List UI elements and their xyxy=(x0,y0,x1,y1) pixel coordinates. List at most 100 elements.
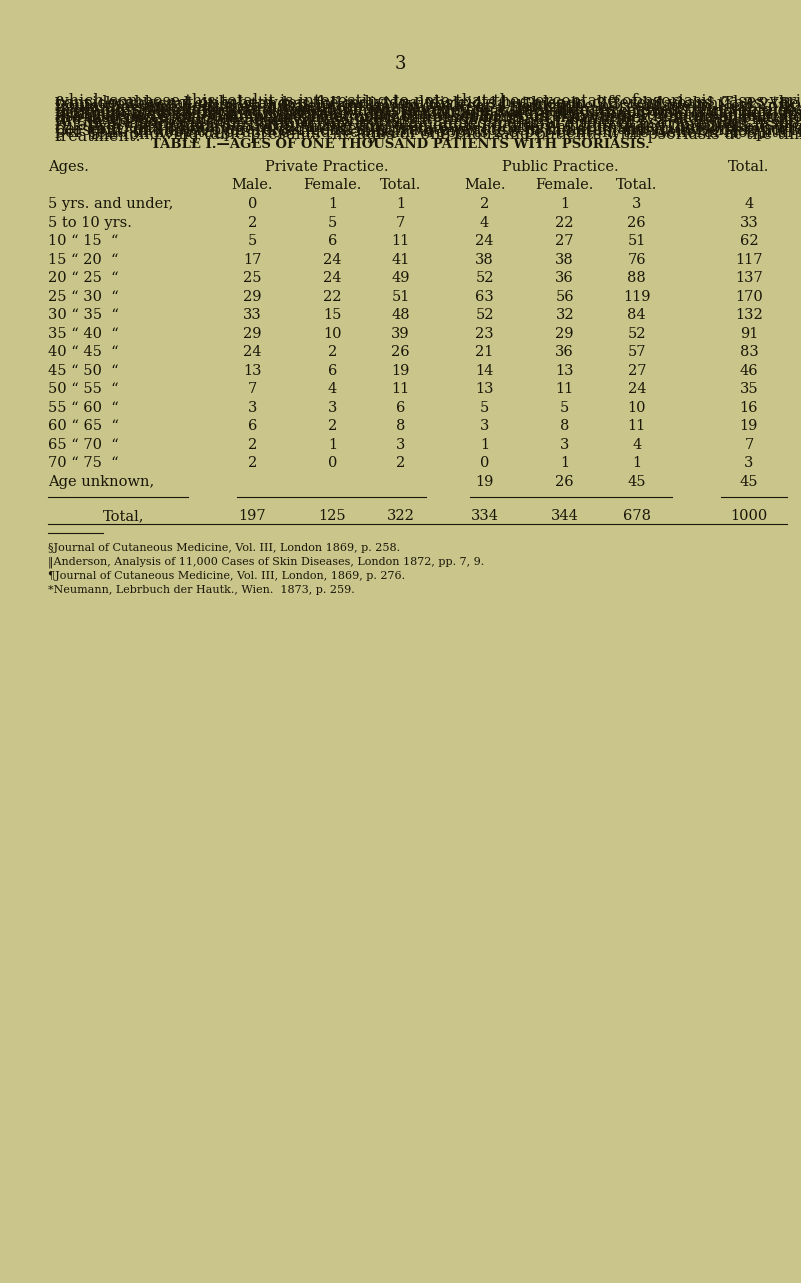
Text: 22: 22 xyxy=(323,290,342,304)
Text: 14: 14 xyxy=(476,363,493,377)
Text: Male.: Male. xyxy=(231,177,273,191)
Text: 11: 11 xyxy=(628,420,646,434)
Text: 5: 5 xyxy=(560,400,570,414)
Text: Female.: Female. xyxy=(304,177,361,191)
Text: 132: 132 xyxy=(735,308,763,322)
Text: 16: 16 xyxy=(739,400,759,414)
Text: A possible etiological deduction may be made from these figures, namely, that th: A possible etiological deduction may be … xyxy=(88,101,801,118)
Text: 76: 76 xyxy=(627,253,646,267)
Text: 13: 13 xyxy=(555,363,574,377)
Text: 2: 2 xyxy=(328,345,337,359)
Text: 1: 1 xyxy=(396,198,405,210)
Text: 0: 0 xyxy=(480,455,489,470)
Text: 13: 13 xyxy=(475,382,494,396)
Text: 56: 56 xyxy=(555,290,574,304)
Text: while the same year that in Baltimore was only .06 of 1 per cent.: while the same year that in Baltimore wa… xyxy=(55,99,584,117)
Text: 38: 38 xyxy=(475,253,494,267)
Text: 29: 29 xyxy=(243,327,262,340)
Text: 22: 22 xyxy=(555,216,574,230)
Text: 0: 0 xyxy=(248,198,257,210)
Text: 70 “ 75  “: 70 “ 75 “ xyxy=(48,455,119,470)
Text: ‖Anderson, Analysis of 11,000 Cases of Skin Diseases, London 1872, pp. 7, 9.: ‖Anderson, Analysis of 11,000 Cases of S… xyxy=(48,557,485,568)
Text: the disease is found to be much less prevalent; indeed, that of Baltimore, 1.8, : the disease is found to be much less pre… xyxy=(55,110,801,128)
Text: 26: 26 xyxy=(627,216,646,230)
Text: 137: 137 xyxy=(735,271,763,285)
Text: 2: 2 xyxy=(248,455,257,470)
Text: 13: 13 xyxy=(243,363,262,377)
Text: It is also not a little striking, in view of a claimed malarial origin of psoria: It is also not a little striking, in vie… xyxy=(88,115,801,132)
Text: 1: 1 xyxy=(560,198,570,210)
Text: 57: 57 xyxy=(627,345,646,359)
Text: 91: 91 xyxy=(740,327,758,340)
Text: 52: 52 xyxy=(475,271,494,285)
Text: 3: 3 xyxy=(632,198,642,210)
Text: 51: 51 xyxy=(392,290,409,304)
Text: 26: 26 xyxy=(555,475,574,489)
Text: ¶Journal of Cutaneous Medicine, Vol. III, London, 1869, p. 276.: ¶Journal of Cutaneous Medicine, Vol. III… xyxy=(48,571,405,580)
Text: 38: 38 xyxy=(555,253,574,267)
Text: The following table presents the ages of one thousand patients with psoriasis at: The following table presents the ages of… xyxy=(88,126,801,142)
Text: 36: 36 xyxy=(555,271,574,285)
Text: 1: 1 xyxy=(480,438,489,452)
Text: §Journal of Cutaneous Medicine, Vol. III, London 1869, p. 258.: §Journal of Cutaneous Medicine, Vol. III… xyxy=(48,543,400,553)
Text: 3: 3 xyxy=(560,438,570,452)
Text: 10 “ 15  “: 10 “ 15 “ xyxy=(48,234,119,248)
Text: relatively seldom in St. Louis, where this element is so widely diffused and man: relatively seldom in St. Louis, where th… xyxy=(55,117,801,133)
Text: 334: 334 xyxy=(471,509,498,523)
Text: 30 “ 35  “: 30 “ 35 “ xyxy=(48,308,119,322)
Text: 21: 21 xyxy=(476,345,493,359)
Text: 35: 35 xyxy=(739,382,759,396)
Text: 55 “ 60  “: 55 “ 60 “ xyxy=(48,400,119,414)
Text: are also much the same as in Chicago. On the other hand, in the warmer climate o: are also much the same as in Chicago. On… xyxy=(55,109,801,127)
Text: 52: 52 xyxy=(627,327,646,340)
Text: 6: 6 xyxy=(396,400,405,414)
Text: 40 “ 45  “: 40 “ 45 “ xyxy=(48,345,119,359)
Text: 45 “ 50  “: 45 “ 50 “ xyxy=(48,363,119,377)
Text: 3: 3 xyxy=(744,455,754,470)
Text: 29: 29 xyxy=(243,290,262,304)
Text: 322: 322 xyxy=(387,509,414,523)
Text: 45: 45 xyxy=(739,475,759,489)
Text: Public Practice.: Public Practice. xyxy=(502,160,619,174)
Text: 46: 46 xyxy=(739,363,759,377)
Text: Total.: Total. xyxy=(380,177,421,191)
Text: 197: 197 xyxy=(239,509,266,523)
Text: 27: 27 xyxy=(555,234,574,248)
Text: 0: 0 xyxy=(328,455,337,470)
Text: 33: 33 xyxy=(739,216,759,230)
Text: per cent. of 10,000 general skin cases in private practice in London, and Anders: per cent. of 10,000 general skin cases i… xyxy=(55,121,801,137)
Text: 3: 3 xyxy=(248,400,257,414)
Text: 117: 117 xyxy=(735,253,763,267)
Text: 62: 62 xyxy=(739,234,759,248)
Text: 88: 88 xyxy=(627,271,646,285)
Text: 1: 1 xyxy=(328,198,337,210)
Text: 41: 41 xyxy=(392,253,409,267)
Text: 5: 5 xyxy=(248,234,257,248)
Text: 27: 27 xyxy=(627,363,646,377)
Text: 1: 1 xyxy=(560,455,570,470)
Text: 52: 52 xyxy=(475,308,494,322)
Text: 32: 32 xyxy=(555,308,574,322)
Text: 1: 1 xyxy=(632,455,642,470)
Text: 19: 19 xyxy=(740,420,758,434)
Text: 11: 11 xyxy=(392,382,409,396)
Text: 4: 4 xyxy=(632,438,642,452)
Text: 50 “ 55  “: 50 “ 55 “ xyxy=(48,382,119,396)
Text: 2: 2 xyxy=(328,420,337,434)
Text: 2: 2 xyxy=(396,455,405,470)
Text: 10: 10 xyxy=(323,327,342,340)
Text: 24: 24 xyxy=(323,253,342,267)
Text: 5 to 10 yrs.: 5 to 10 yrs. xyxy=(48,216,132,230)
Text: 65 “ 70  “: 65 “ 70 “ xyxy=(48,438,119,452)
Text: 24: 24 xyxy=(323,271,342,285)
Text: with much moisture, and is prevalent also in Chicago, where the same is true wit: with much moisture, and is prevalent als… xyxy=(55,105,801,122)
Text: 83: 83 xyxy=(739,345,759,359)
Text: TABLE I.—AGES OF ONE THOUSAND PATIENTS WITH PSORIASIS.: TABLE I.—AGES OF ONE THOUSAND PATIENTS W… xyxy=(151,139,650,151)
Text: 2: 2 xyxy=(248,438,257,452)
Text: 19: 19 xyxy=(476,475,493,489)
Text: Psoriasis appears to occur in varying frequency in different countries. Thus Wil: Psoriasis appears to occur in varying fr… xyxy=(88,119,801,136)
Text: 17: 17 xyxy=(244,253,261,267)
Text: 25 “ 30  “: 25 “ 30 “ xyxy=(48,290,119,304)
Text: treatment:: treatment: xyxy=(55,127,142,145)
Text: to the 4.1 per cent. observed in New York.: to the 4.1 per cent. observed in New Yor… xyxy=(55,113,400,130)
